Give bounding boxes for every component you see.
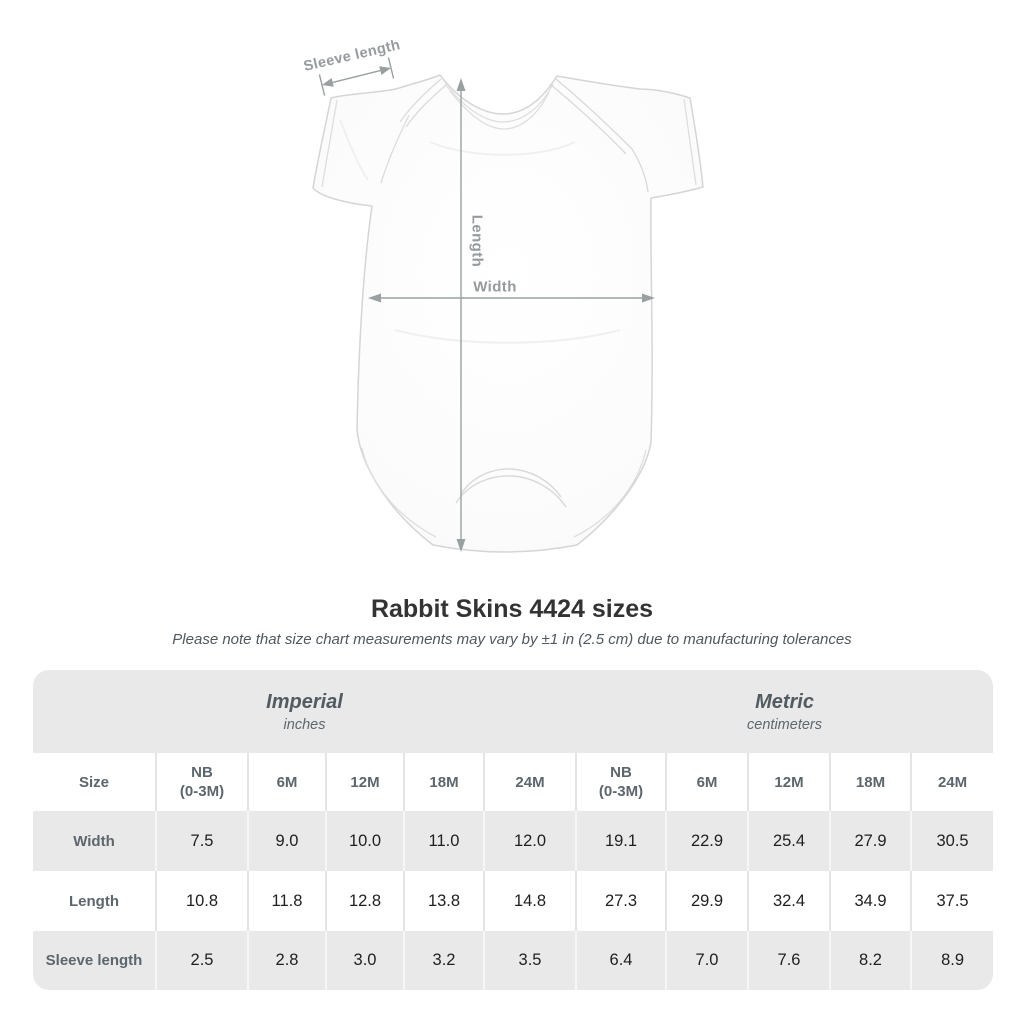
length-value: 27.3 [575, 871, 667, 931]
sleeve-length-value: 8.2 [829, 931, 912, 990]
fabric-folds [339, 119, 621, 344]
imperial-label: Imperial [266, 690, 343, 713]
column-header-18m-imperial: 18M [403, 753, 484, 811]
column-header-12m-metric: 12M [747, 753, 831, 811]
length-value: 34.9 [829, 871, 912, 931]
size-corner-header: Size [78, 773, 109, 791]
column-header-6m-imperial: 6M [247, 753, 326, 811]
left-sleeve-cuff [321, 99, 338, 188]
size-chart-table: Imperial inches Metric centimeters Size … [33, 670, 993, 990]
column-header-18m-metric: 18M [829, 753, 912, 811]
garment-measurement-diagram: Sleeve length Length Width [302, 37, 704, 553]
imperial-group-header: Imperial inches [33, 670, 577, 753]
width-value: 9.0 [247, 811, 326, 871]
length-value: 37.5 [910, 871, 993, 931]
sleeve-length-value: 6.4 [575, 931, 667, 990]
sleeve-length-value: 8.9 [910, 931, 993, 990]
metric-label: Metric [755, 690, 814, 713]
neckline-binding [444, 83, 554, 130]
length-value: 13.8 [403, 871, 484, 931]
imperial-unit-label: inches [283, 716, 326, 733]
onesie-body-outline [312, 74, 704, 553]
page-title: Rabbit Skins 4424 sizes [370, 595, 654, 623]
width-value: 19.1 [575, 811, 667, 871]
column-header-nb-imperial: NB (0-3M) [155, 753, 248, 811]
tolerance-note: Please note that size chart measurements… [172, 631, 852, 648]
sleeve-length-value: 2.5 [155, 931, 248, 990]
sleeve-length-value: 3.5 [482, 931, 577, 990]
length-value: 11.8 [247, 871, 326, 931]
width-value: 30.5 [910, 811, 993, 871]
right-sleeve-cuff [683, 98, 697, 186]
width-value: 7.5 [155, 811, 248, 871]
length-dimension-label: Length [468, 214, 486, 268]
column-header-nb-metric: NB (0-3M) [575, 753, 667, 811]
column-header-24m-imperial: 24M [482, 753, 577, 811]
width-value: 25.4 [747, 811, 831, 871]
table-row-width: Width 7.5 9.0 10.0 11.0 12.0 19.1 22.9 2… [33, 811, 993, 871]
sleeve-length-value: 2.8 [247, 931, 326, 990]
right-leg-trim [573, 449, 647, 538]
length-value: 10.8 [155, 871, 248, 931]
width-value: 27.9 [829, 811, 912, 871]
table-row-sleeve-length: Sleeve length 2.5 2.8 3.0 3.2 3.5 6.4 7.… [33, 931, 993, 990]
title-block: Rabbit Skins 4424 sizes Please note that… [0, 594, 1024, 650]
column-header-6m-metric: 6M [665, 753, 749, 811]
length-arrow [456, 78, 466, 552]
length-value: 12.8 [325, 871, 404, 931]
width-value: 22.9 [665, 811, 749, 871]
column-header-24m-metric: 24M [910, 753, 993, 811]
length-value: 29.9 [665, 871, 749, 931]
sleeve-length-value: 7.0 [665, 931, 749, 990]
column-header-row: Size NB (0-3M) 6M 12M 18M 24M NB (0-3M) … [33, 753, 993, 811]
size-chart: Imperial inches Metric centimeters Size … [33, 670, 993, 990]
row-label-sleeve-length: Sleeve length [45, 952, 143, 969]
table-row-length: Length 10.8 11.8 12.8 13.8 14.8 27.3 29.… [33, 871, 993, 931]
column-header-12m-imperial: 12M [325, 753, 404, 811]
width-value: 12.0 [482, 811, 577, 871]
width-value: 11.0 [403, 811, 484, 871]
length-value: 14.8 [482, 871, 577, 931]
left-leg-trim [361, 447, 437, 538]
width-dimension-label: Width [473, 278, 517, 296]
metric-unit-label: centimeters [747, 716, 822, 733]
onesie-illustration [312, 57, 704, 553]
sleeve-length-value: 3.0 [325, 931, 404, 990]
row-label-width: Width [73, 832, 115, 850]
right-shoulder-flap [549, 78, 649, 193]
crotch-flap [455, 468, 567, 508]
width-arrow [368, 293, 655, 303]
left-shoulder-flap [380, 78, 447, 184]
width-value: 10.0 [325, 811, 404, 871]
sleeve-length-value: 3.2 [403, 931, 484, 990]
row-label-length: Length [69, 892, 119, 910]
sleeve-length-value: 7.6 [747, 931, 831, 990]
metric-group-header: Metric centimeters [576, 670, 993, 753]
length-value: 32.4 [747, 871, 831, 931]
sleeve-length-arrow [318, 57, 395, 96]
unit-group-row: Imperial inches Metric centimeters [33, 670, 993, 753]
